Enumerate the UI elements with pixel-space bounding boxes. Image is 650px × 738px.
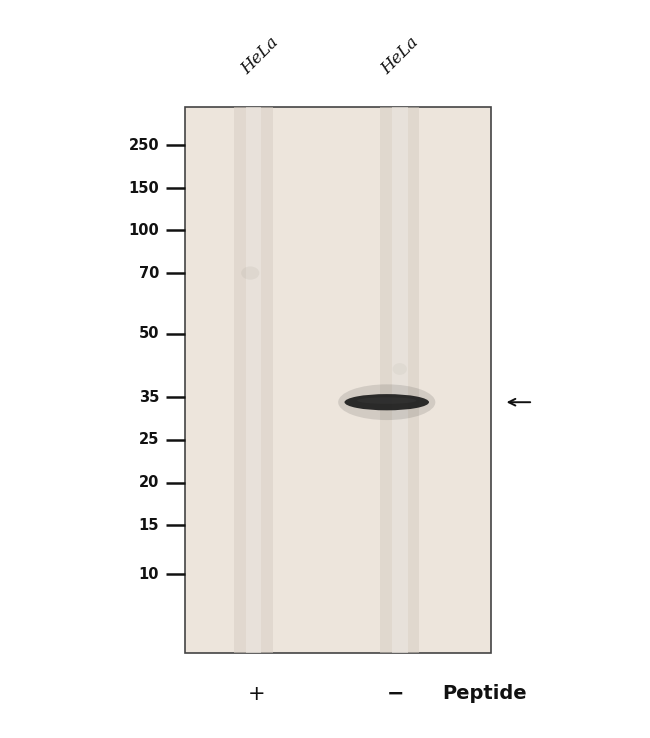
Text: 150: 150 — [129, 181, 159, 196]
Ellipse shape — [344, 394, 429, 410]
Ellipse shape — [358, 397, 417, 404]
Bar — [392, 107, 408, 653]
Text: 250: 250 — [129, 138, 159, 153]
Text: 50: 50 — [138, 326, 159, 341]
Ellipse shape — [241, 266, 259, 280]
Bar — [246, 107, 261, 653]
Bar — [380, 107, 419, 653]
Text: 35: 35 — [139, 390, 159, 404]
Ellipse shape — [338, 384, 436, 420]
Bar — [234, 107, 273, 653]
Text: 25: 25 — [139, 432, 159, 447]
Ellipse shape — [393, 363, 407, 375]
Bar — [185, 107, 491, 653]
Text: 20: 20 — [139, 475, 159, 490]
Text: +: + — [248, 683, 266, 704]
Text: Peptide: Peptide — [442, 684, 526, 703]
Text: HeLa: HeLa — [238, 33, 282, 77]
Text: −: − — [387, 683, 404, 704]
Text: 15: 15 — [138, 518, 159, 533]
Text: 70: 70 — [139, 266, 159, 280]
Text: HeLa: HeLa — [378, 33, 422, 77]
Text: 10: 10 — [138, 567, 159, 582]
Text: 100: 100 — [129, 223, 159, 238]
